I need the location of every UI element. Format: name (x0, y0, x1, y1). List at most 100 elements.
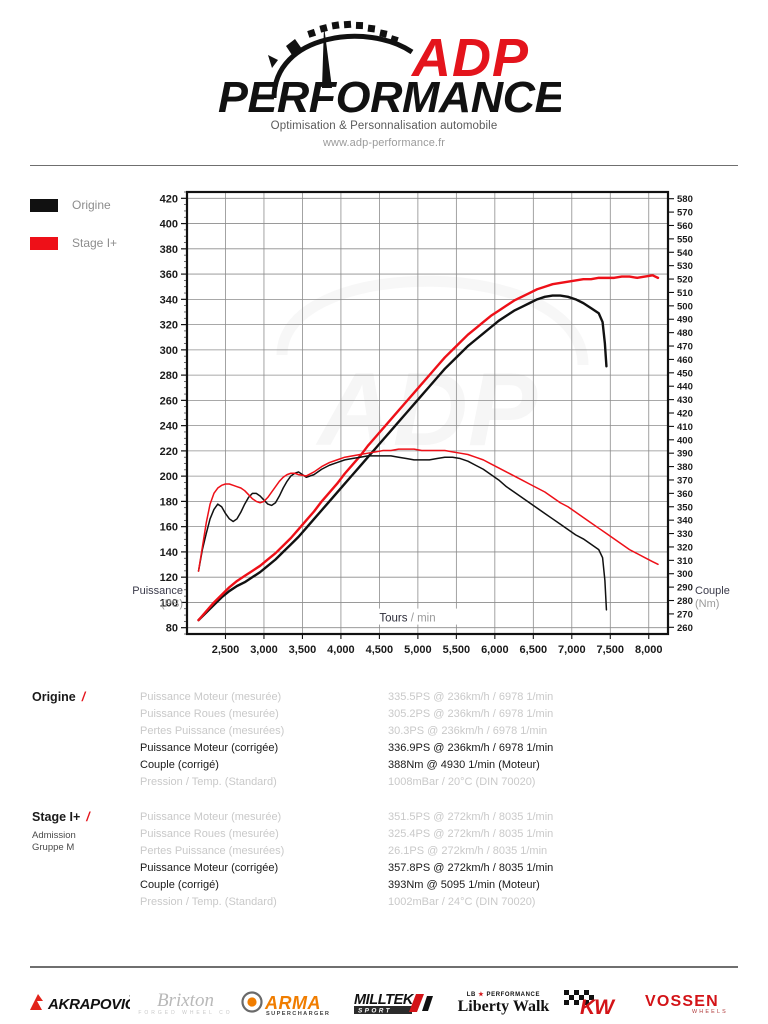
y-axis-right-tick-label: 280 (677, 596, 693, 607)
y-axis-right-tick-label: 430 (677, 395, 693, 406)
kw-mark: KW (563, 990, 617, 1017)
y-axis-left-tick-label: 300 (160, 345, 178, 357)
result-row: Puissance Moteur (mesurée) 335.5PS @ 236k… (140, 688, 760, 705)
y-axis-right-tick-label: 580 (677, 194, 693, 205)
plot-frame (185, 190, 670, 636)
sponsor-logo-strip: AKRAPOVIČ Brixton FORGED WHEEL CO ARMA SUPER… (0, 982, 768, 1024)
sponsor-logo-milltek-sport: MILLTEK SPORT (353, 986, 449, 1020)
svg-text:VOSSEN: VOSSEN (645, 993, 719, 1010)
result-row: Puissance Moteur (corrigée) 336.9PS @ 236… (140, 739, 760, 756)
chart-watermark: ADP (315, 352, 538, 468)
x-axis-tick-label: 4,000 (327, 644, 355, 655)
y-axis-right-tick-label: 490 (677, 315, 693, 326)
y-axis-left-tick-label: 360 (160, 269, 178, 281)
result-row: Puissance Moteur (mesurée) 351.5PS @ 272k… (140, 808, 760, 825)
header-divider (30, 165, 738, 166)
result-row-label: Puissance Moteur (corrigée) (140, 741, 279, 754)
x-axis-title: Tours / min (379, 613, 435, 625)
result-row: Puissance Moteur (corrigée) 357.8PS @ 272… (140, 859, 760, 876)
legend-swatch-origine (30, 198, 58, 212)
x-axis-tick-label: 6,500 (520, 644, 548, 655)
legend-item-origine: Origine (30, 194, 180, 216)
y-axis-right-tick-label: 350 (677, 502, 693, 513)
result-row: Pression / Temp. (Standard) 1008mBar / 20… (140, 773, 760, 790)
y-axis-right-tick-label: 570 (677, 208, 693, 219)
title-slash-icon: / (81, 690, 86, 704)
result-row-label: Couple (corrigé) (140, 878, 219, 891)
x-axis-title-main: Tours (379, 613, 410, 625)
result-row-label: Puissance Moteur (corrigée) (140, 861, 279, 874)
y-axis-right-tick-label: 400 (677, 435, 693, 446)
watermark-arc (276, 275, 589, 366)
title-slash-icon: / (86, 810, 90, 824)
legend-label-origine: Origine (72, 198, 111, 212)
results-section: Origine / Puissance Moteur (mesurée) 335.5… (0, 680, 768, 920)
y-axis-left-tick-label: 280 (160, 370, 178, 382)
x-axis-tick-label: 7,000 (558, 644, 586, 655)
y-axis-left-tick-label: 320 (160, 320, 178, 332)
result-title-origine: Origine / (32, 690, 86, 704)
legend-label-stage1plus: Stage I+ (72, 236, 118, 250)
series-line (197, 448, 659, 572)
y-axis-left-tick-label: 340 (160, 294, 178, 306)
y-axis-right-tick-label: 340 (677, 516, 693, 527)
y-axis-left-tick-label: 240 (160, 421, 178, 433)
chart-legend: Origine Stage I+ (30, 194, 180, 270)
result-rows-stage1plus: Puissance Moteur (mesurée) 351.5PS @ 272k… (140, 808, 760, 910)
result-row-label: Pression / Temp. (Standard) (140, 895, 277, 908)
y-axis-right-tick-label: 410 (677, 422, 693, 433)
result-row-value: 335.5PS @ 236km/h / 6978 1/min (388, 690, 554, 703)
y-axis-right-tick-label: 310 (677, 556, 693, 567)
result-row-label: Puissance Moteur (mesurée) (140, 690, 282, 703)
x-axis-tick-label: 8,000 (635, 644, 663, 655)
result-row-label: Puissance Roues (mesurée) (140, 707, 279, 720)
y-axis-left-label: Puissance (132, 585, 183, 597)
result-subtitle-stage1plus: Admission Gruppe M (32, 830, 76, 853)
y-axis-left-tick-label: 120 (160, 572, 178, 584)
y-axis-right-tick-label: 530 (677, 261, 693, 272)
y-axis-left-tick-label: 220 (160, 446, 178, 458)
sponsor-logo-arma-supercharger: ARMA SUPERCHARGER (241, 986, 345, 1020)
legend-item-stage1plus: Stage I+ (30, 232, 180, 254)
series-line (197, 294, 608, 622)
y-axis-left-tick-label: 80 (166, 623, 178, 635)
report-header: ADP PERFORMANCE Optimisation & Personnal… (0, 0, 768, 150)
y-axis-left-tick-label: 100 (160, 597, 178, 609)
series-line (197, 455, 608, 611)
y-axis-right-tick-label: 330 (677, 529, 693, 540)
result-row-label: Pression / Temp. (Standard) (140, 775, 277, 788)
result-row-value: 30.3PS @ 236km/h / 6978 1/min (388, 724, 548, 737)
y-axis-right-title: Couple (Nm) (695, 585, 765, 611)
result-block-origine: Origine / Puissance Moteur (mesurée) 335.5… (0, 680, 768, 800)
svg-text:AKRAPOVIČ: AKRAPOVIČ (47, 995, 130, 1013)
y-axis-left-title: Puissance (PS) (78, 585, 183, 611)
x-axis-tick-label: 5,500 (443, 644, 471, 655)
y-axis-left-tick-label: 200 (160, 471, 178, 483)
logo-adp-text: ADP (410, 28, 529, 88)
result-row: Puissance Roues (mesurée) 325.4PS @ 272km… (140, 825, 760, 842)
y-axis-right-tick-label: 320 (677, 542, 693, 553)
y-axis-right-tick-label: 480 (677, 328, 693, 339)
result-title-stage1plus: Stage I+ / (32, 810, 90, 824)
y-axis-right-tick-label: 420 (677, 409, 693, 420)
svg-text:ARMA: ARMA (264, 993, 321, 1013)
y-axis-left-tick-label: 140 (160, 547, 178, 559)
sponsor-logo-liberty-walk: LB ★ PERFORMANCE Liberty Walk (458, 986, 550, 1020)
result-row: Pertes Puissance (mesurées) 26.1PS @ 272k… (140, 842, 760, 859)
result-row-label: Puissance Roues (mesurée) (140, 827, 279, 840)
y-axis-right-tick-label: 290 (677, 583, 693, 594)
x-axis-tick-label: 2,500 (212, 644, 240, 655)
y-axis-left-tick-label: 180 (160, 496, 178, 508)
y-axis-left-tick-label: 420 (160, 193, 178, 205)
x-axis-tick-label: 3,500 (289, 644, 317, 655)
y-axis-right-tick-label: 540 (677, 248, 693, 259)
dyno-chart: ADP 80 100 120 140 160 180 200 220 240 260 280 300 32… (0, 180, 768, 656)
y-axis-left-tick-label: 380 (160, 244, 178, 256)
x-axis-title-unit: / min (411, 613, 436, 625)
result-row: Couple (corrigé) 388Nm @ 4930 1/min (Mote… (140, 756, 760, 773)
result-row-label: Puissance Moteur (mesurée) (140, 810, 282, 823)
legend-swatch-stage1plus (30, 236, 58, 250)
y-axis-right-tick-label: 520 (677, 275, 693, 286)
